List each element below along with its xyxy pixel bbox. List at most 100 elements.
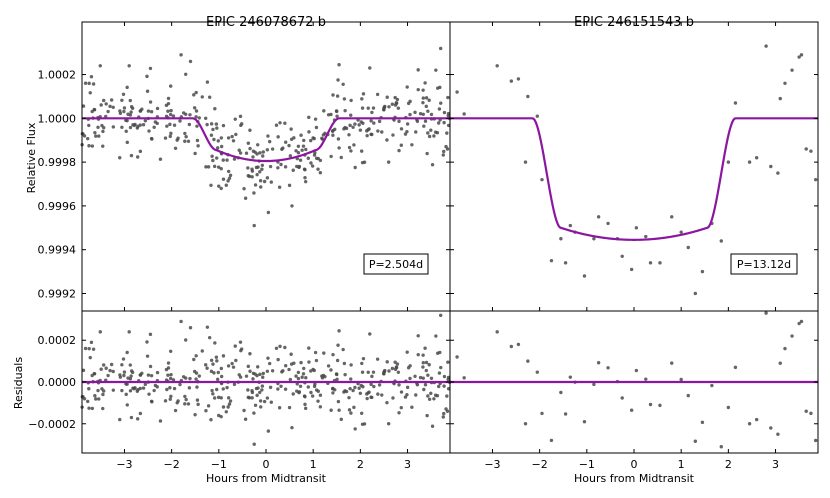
flux-point [278, 121, 282, 125]
residual-point [260, 388, 264, 392]
period-label-right: P=13.12d [737, 258, 791, 271]
flux-y-tick-label: 0.9996 [38, 200, 77, 213]
residual-point [168, 397, 172, 401]
flux-point [446, 111, 451, 116]
residual-point [90, 406, 95, 411]
residual-point [125, 403, 129, 407]
x-tick-label: 2 [725, 458, 732, 471]
residual-point [342, 361, 347, 366]
flux-point [93, 131, 97, 135]
residual-point [230, 361, 234, 366]
residual-point [348, 386, 352, 391]
flux-point [390, 102, 395, 106]
flux-point [255, 172, 259, 177]
flux-point [344, 126, 349, 131]
x-tick-label: 1 [310, 458, 317, 471]
flux-point [121, 92, 126, 96]
residual-point [360, 361, 364, 366]
flux-point [360, 106, 365, 110]
residual-point [424, 368, 428, 373]
flux-point [322, 109, 326, 113]
residual-point [287, 405, 292, 410]
residual-point [206, 404, 211, 408]
x-tick-label: 3 [404, 458, 411, 471]
flux-point [335, 114, 339, 118]
residual-point [306, 385, 310, 389]
residual-point [313, 350, 318, 355]
flux-point [445, 147, 450, 151]
flux-point [101, 98, 106, 103]
flux-point [442, 120, 446, 125]
flux-point [125, 140, 129, 145]
flux-point [620, 254, 624, 258]
residual-point [215, 387, 219, 392]
flux-point [370, 110, 374, 115]
flux-point [391, 133, 395, 137]
residual-point [155, 370, 160, 375]
residual-point [118, 417, 122, 422]
flux-point [91, 82, 96, 86]
residual-point [644, 377, 648, 381]
residual-point [523, 422, 528, 426]
residual-point [790, 334, 794, 338]
residual-point [620, 396, 624, 400]
residual-point [320, 376, 325, 380]
flux-point [287, 143, 291, 148]
flux-point [276, 135, 280, 139]
flux-point [270, 147, 275, 151]
flux-point [426, 131, 430, 135]
x-tick-label: −2 [532, 458, 548, 471]
period-box-left: P=2.504d [363, 253, 429, 275]
flux-point [429, 112, 434, 117]
residual-point [427, 363, 431, 367]
flux-point [314, 156, 319, 160]
flux-point [405, 85, 409, 89]
flux-point [111, 125, 116, 129]
residual-point [258, 399, 263, 403]
residual-point [298, 384, 303, 388]
flux-point [173, 146, 178, 150]
residual-point [360, 370, 365, 374]
flux-point [246, 166, 250, 170]
flux-point [147, 129, 151, 133]
residual-point [259, 405, 263, 409]
flux-point [397, 119, 401, 124]
residual-point [168, 349, 173, 353]
flux-point [299, 133, 303, 137]
residual-point [606, 366, 610, 370]
flux-point [209, 133, 214, 137]
residual-point [183, 394, 187, 399]
flux-point [210, 154, 214, 158]
flux-point [131, 123, 135, 127]
residual-point [396, 370, 401, 375]
flux-point [143, 119, 148, 123]
residual-point [372, 384, 376, 389]
residual-point [205, 366, 209, 370]
residual-point [296, 370, 301, 375]
residual-point [121, 357, 126, 361]
flux-point [361, 92, 366, 96]
flux-point [313, 117, 318, 121]
residual-point [122, 373, 126, 378]
residual-point [238, 375, 243, 379]
residual-point [421, 361, 425, 365]
flux-point [421, 112, 425, 117]
flux-point [283, 121, 287, 125]
flux-point [129, 153, 134, 158]
residual-point [365, 396, 369, 401]
flux-point [233, 117, 237, 121]
flux-point [261, 150, 265, 154]
residual-point [183, 402, 187, 406]
flux-point [164, 103, 169, 108]
flux-point [200, 95, 204, 99]
residual-point [171, 378, 176, 382]
flux-point [175, 138, 179, 142]
residual-point [778, 361, 782, 365]
flux-point [366, 106, 370, 110]
residual-point [747, 422, 752, 426]
residual-point [92, 372, 97, 376]
flux-point [206, 165, 211, 169]
flux-point [87, 123, 91, 128]
residual-point [261, 371, 265, 376]
residual-point [250, 390, 255, 395]
